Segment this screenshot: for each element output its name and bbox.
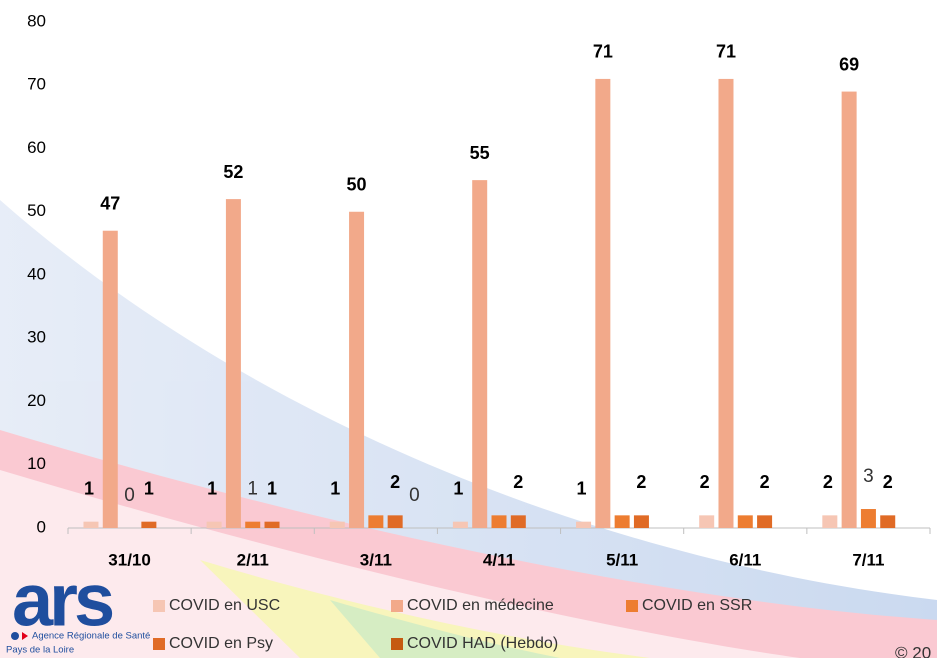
- legend-swatch: [391, 638, 403, 650]
- logo-mark: ars: [12, 559, 113, 642]
- background-swoosh: [0, 200, 937, 658]
- y-tick-label: 20: [27, 391, 46, 410]
- bar: [141, 521, 157, 528]
- y-tick-label: 30: [27, 328, 46, 347]
- bar: [880, 515, 896, 528]
- y-tick-label: 10: [27, 454, 46, 473]
- bar: [718, 78, 734, 529]
- bar: [206, 521, 222, 528]
- y-tick-label: 40: [27, 264, 46, 283]
- y-tick-label: 70: [27, 75, 46, 94]
- legend-swatch: [153, 638, 165, 650]
- data-label: 0: [409, 485, 420, 506]
- data-label: 52: [223, 162, 243, 182]
- logo-line2: Pays de la Loire: [6, 645, 74, 656]
- data-label: 50: [347, 175, 367, 195]
- data-label: 2: [700, 472, 710, 492]
- legend-swatch: [391, 600, 403, 612]
- bar: [633, 515, 649, 528]
- bar: [349, 211, 365, 528]
- bar: [841, 91, 857, 528]
- bar: [329, 521, 345, 528]
- data-label: 71: [593, 42, 613, 62]
- bar: [102, 230, 118, 528]
- y-tick-label: 50: [27, 201, 46, 220]
- y-tick-label: 60: [27, 138, 46, 157]
- x-tick-label: 3/11: [360, 550, 392, 569]
- data-label: 1: [144, 478, 154, 498]
- data-label: 71: [716, 42, 736, 62]
- bar: [472, 180, 488, 528]
- logo-line1: Agence Régionale de Santé: [32, 631, 150, 642]
- logo: ars Agence Régionale de Santé Pays de la…: [6, 559, 150, 656]
- data-label: 2: [883, 472, 893, 492]
- data-label: 2: [760, 472, 770, 492]
- data-label: 2: [636, 472, 646, 492]
- bar: [737, 515, 753, 528]
- legend-label: COVID HAD (Hebdo): [407, 635, 558, 652]
- x-tick-label: 31/10: [108, 550, 151, 569]
- data-label: 47: [100, 193, 120, 213]
- bar: [595, 78, 611, 529]
- data-label: 2: [513, 472, 523, 492]
- data-label: 1: [247, 479, 258, 500]
- bar: [264, 521, 280, 528]
- legend-label: COVID en USC: [169, 597, 280, 614]
- x-tick-label: 2/11: [237, 550, 269, 569]
- bar: [860, 509, 876, 528]
- copyright: © 20: [895, 643, 931, 658]
- bar: [510, 515, 526, 528]
- x-tick-label: 7/11: [852, 550, 884, 569]
- bar: [614, 515, 630, 528]
- data-label: 1: [84, 478, 94, 498]
- bar: [368, 515, 384, 528]
- data-label: 1: [330, 478, 340, 498]
- bar: [245, 521, 261, 528]
- legend-label: COVID en médecine: [407, 597, 554, 614]
- bar: [822, 515, 838, 528]
- data-label: 69: [839, 54, 859, 74]
- bar: [83, 521, 99, 528]
- y-tick-label: 0: [37, 517, 46, 536]
- y-tick-label: 80: [27, 11, 46, 30]
- data-label: 3: [863, 466, 874, 487]
- data-label: 1: [577, 478, 587, 498]
- legend-swatch: [153, 600, 165, 612]
- bar: [491, 515, 507, 528]
- bar: [699, 515, 715, 528]
- data-label: 55: [470, 143, 490, 163]
- bar: [387, 515, 403, 528]
- data-label: 1: [453, 478, 463, 498]
- bar: [757, 515, 773, 528]
- bar: [576, 521, 592, 528]
- x-tick-label: 6/11: [729, 550, 761, 569]
- data-label: 2: [390, 472, 400, 492]
- data-label: 1: [207, 478, 217, 498]
- bar: [452, 521, 468, 528]
- legend-label: COVID en Psy: [169, 635, 273, 652]
- legend-swatch: [626, 600, 638, 612]
- legend-label: COVID en SSR: [642, 597, 752, 614]
- x-tick-label: 4/11: [483, 550, 515, 569]
- bar: [225, 199, 241, 528]
- x-tick-label: 5/11: [606, 550, 638, 569]
- data-label: 2: [823, 472, 833, 492]
- data-label: 1: [267, 478, 277, 498]
- data-label: 0: [124, 485, 135, 506]
